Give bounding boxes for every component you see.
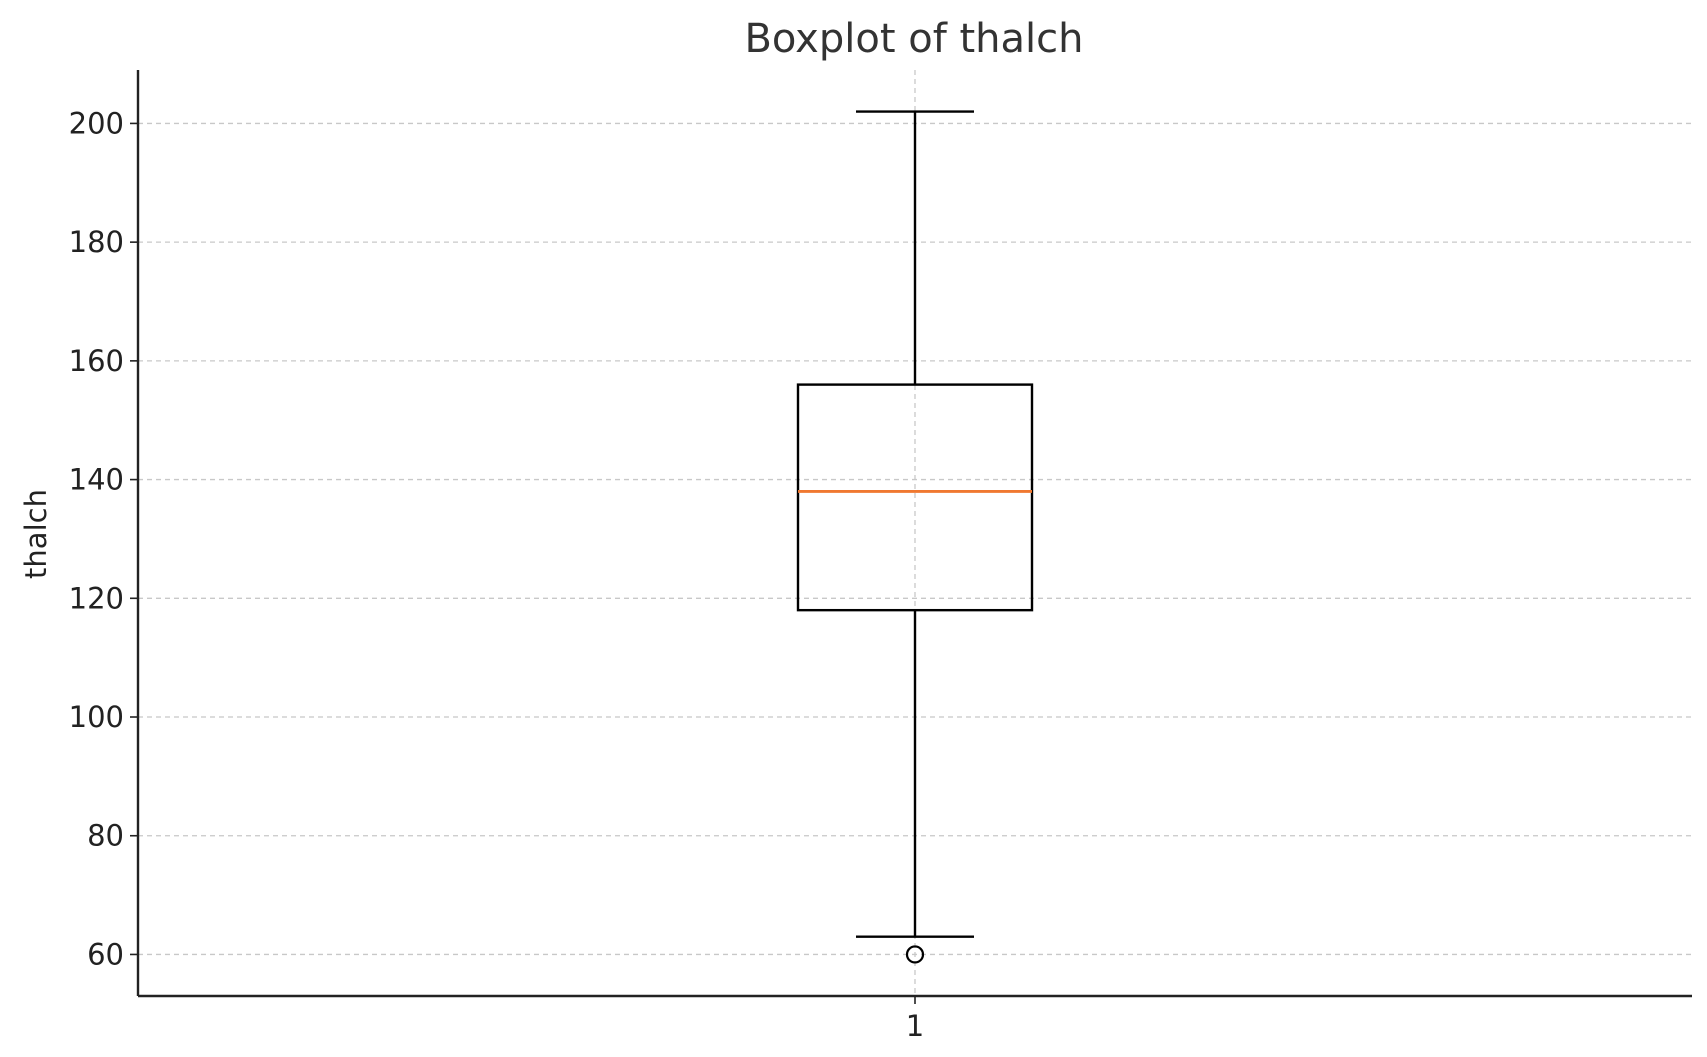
iqr-box: [796, 383, 1034, 612]
y-tick-label: 200: [69, 106, 124, 140]
y-tick-label: 180: [69, 225, 124, 259]
y-tick-label: 120: [69, 581, 124, 615]
y-tick-label: 60: [87, 937, 124, 971]
y-tick-label: 100: [69, 700, 124, 734]
axis-spines: [136, 70, 1692, 998]
outlier-point: [905, 945, 925, 964]
y-tick-label: 140: [69, 463, 124, 497]
axis-ticks: 60 80 100 120 140 160 180 200 1: [69, 106, 925, 1043]
y-tick-label: 80: [87, 819, 124, 853]
box-layer: [796, 110, 1034, 964]
y-axis-label: thalch: [19, 489, 53, 579]
x-tick-label: 1: [906, 1009, 924, 1043]
y-tick-label: 160: [69, 344, 124, 378]
chart-title: Boxplot of thalch: [744, 16, 1083, 62]
